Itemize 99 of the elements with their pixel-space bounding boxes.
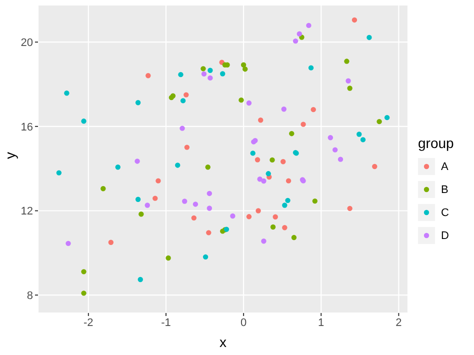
point	[144, 202, 150, 208]
point	[138, 212, 144, 217]
point	[200, 66, 206, 72]
point	[240, 62, 246, 68]
point	[285, 198, 290, 204]
point	[282, 202, 288, 208]
point	[135, 100, 141, 106]
point	[134, 158, 140, 164]
legend-label: A	[441, 160, 448, 172]
x-tick-label: -1	[161, 316, 171, 329]
point	[254, 157, 260, 162]
point	[281, 106, 286, 112]
point	[180, 126, 185, 131]
point	[261, 238, 266, 244]
point	[184, 92, 189, 98]
point	[208, 68, 213, 73]
point	[282, 225, 288, 230]
point	[270, 224, 276, 230]
x-tick-label: 0	[240, 316, 247, 329]
point	[66, 240, 71, 246]
point	[296, 31, 302, 36]
y-axis-title: y	[2, 152, 18, 159]
point	[81, 290, 86, 296]
point	[300, 122, 306, 127]
point	[64, 90, 70, 96]
x-tick-label: 1	[318, 316, 324, 329]
point	[115, 164, 120, 170]
point	[108, 240, 114, 245]
point	[182, 198, 188, 204]
point	[246, 100, 252, 106]
point	[81, 118, 86, 124]
y-tick-label: 16	[20, 121, 33, 134]
point	[308, 65, 314, 70]
point	[230, 213, 236, 219]
point	[206, 190, 212, 196]
point	[347, 86, 352, 91]
point	[202, 254, 208, 260]
legend-label: C	[441, 206, 449, 218]
point	[291, 234, 297, 240]
point	[246, 214, 252, 220]
point	[344, 58, 350, 64]
point	[175, 162, 180, 168]
point	[372, 164, 378, 170]
x-axis-title: x	[220, 334, 226, 350]
point	[266, 171, 271, 176]
y-tick-label: 8	[26, 290, 33, 302]
point	[286, 178, 292, 184]
point	[205, 164, 210, 170]
point	[346, 78, 351, 84]
point	[366, 34, 372, 40]
point	[192, 202, 198, 207]
point	[242, 66, 248, 72]
point	[201, 71, 207, 77]
point	[220, 71, 226, 76]
point	[310, 106, 316, 112]
point	[166, 255, 171, 261]
point	[306, 22, 312, 28]
point	[156, 178, 161, 184]
point	[280, 159, 286, 164]
point	[184, 144, 190, 150]
point	[312, 198, 318, 204]
point	[347, 206, 352, 212]
point	[81, 269, 86, 274]
point	[180, 98, 186, 104]
point	[332, 147, 338, 152]
point	[272, 214, 278, 220]
point	[384, 114, 390, 120]
y-tick-label: 20	[20, 37, 33, 50]
point	[135, 196, 141, 202]
point	[206, 206, 212, 211]
point	[258, 118, 264, 123]
point	[356, 132, 362, 137]
point	[208, 75, 213, 81]
point	[376, 118, 382, 124]
point	[270, 157, 275, 163]
point	[256, 208, 261, 214]
x-tick-label: 2	[396, 316, 402, 329]
point	[292, 38, 298, 44]
legend-label: B	[441, 184, 448, 196]
point	[250, 150, 256, 156]
point	[328, 135, 334, 140]
point	[289, 130, 294, 136]
point	[100, 186, 106, 192]
y-tick-label: 12	[20, 206, 33, 218]
point	[352, 17, 358, 23]
point	[206, 230, 212, 236]
point	[261, 178, 266, 184]
point	[191, 215, 197, 221]
x-tick-label: -2	[84, 316, 94, 329]
legend-label: D	[441, 230, 449, 242]
point	[152, 196, 158, 201]
point	[56, 170, 62, 176]
point	[360, 137, 366, 142]
point	[338, 156, 344, 162]
point	[146, 73, 151, 78]
point	[238, 97, 244, 103]
point	[178, 72, 184, 78]
point	[138, 276, 143, 282]
legend-title: group	[418, 135, 454, 151]
